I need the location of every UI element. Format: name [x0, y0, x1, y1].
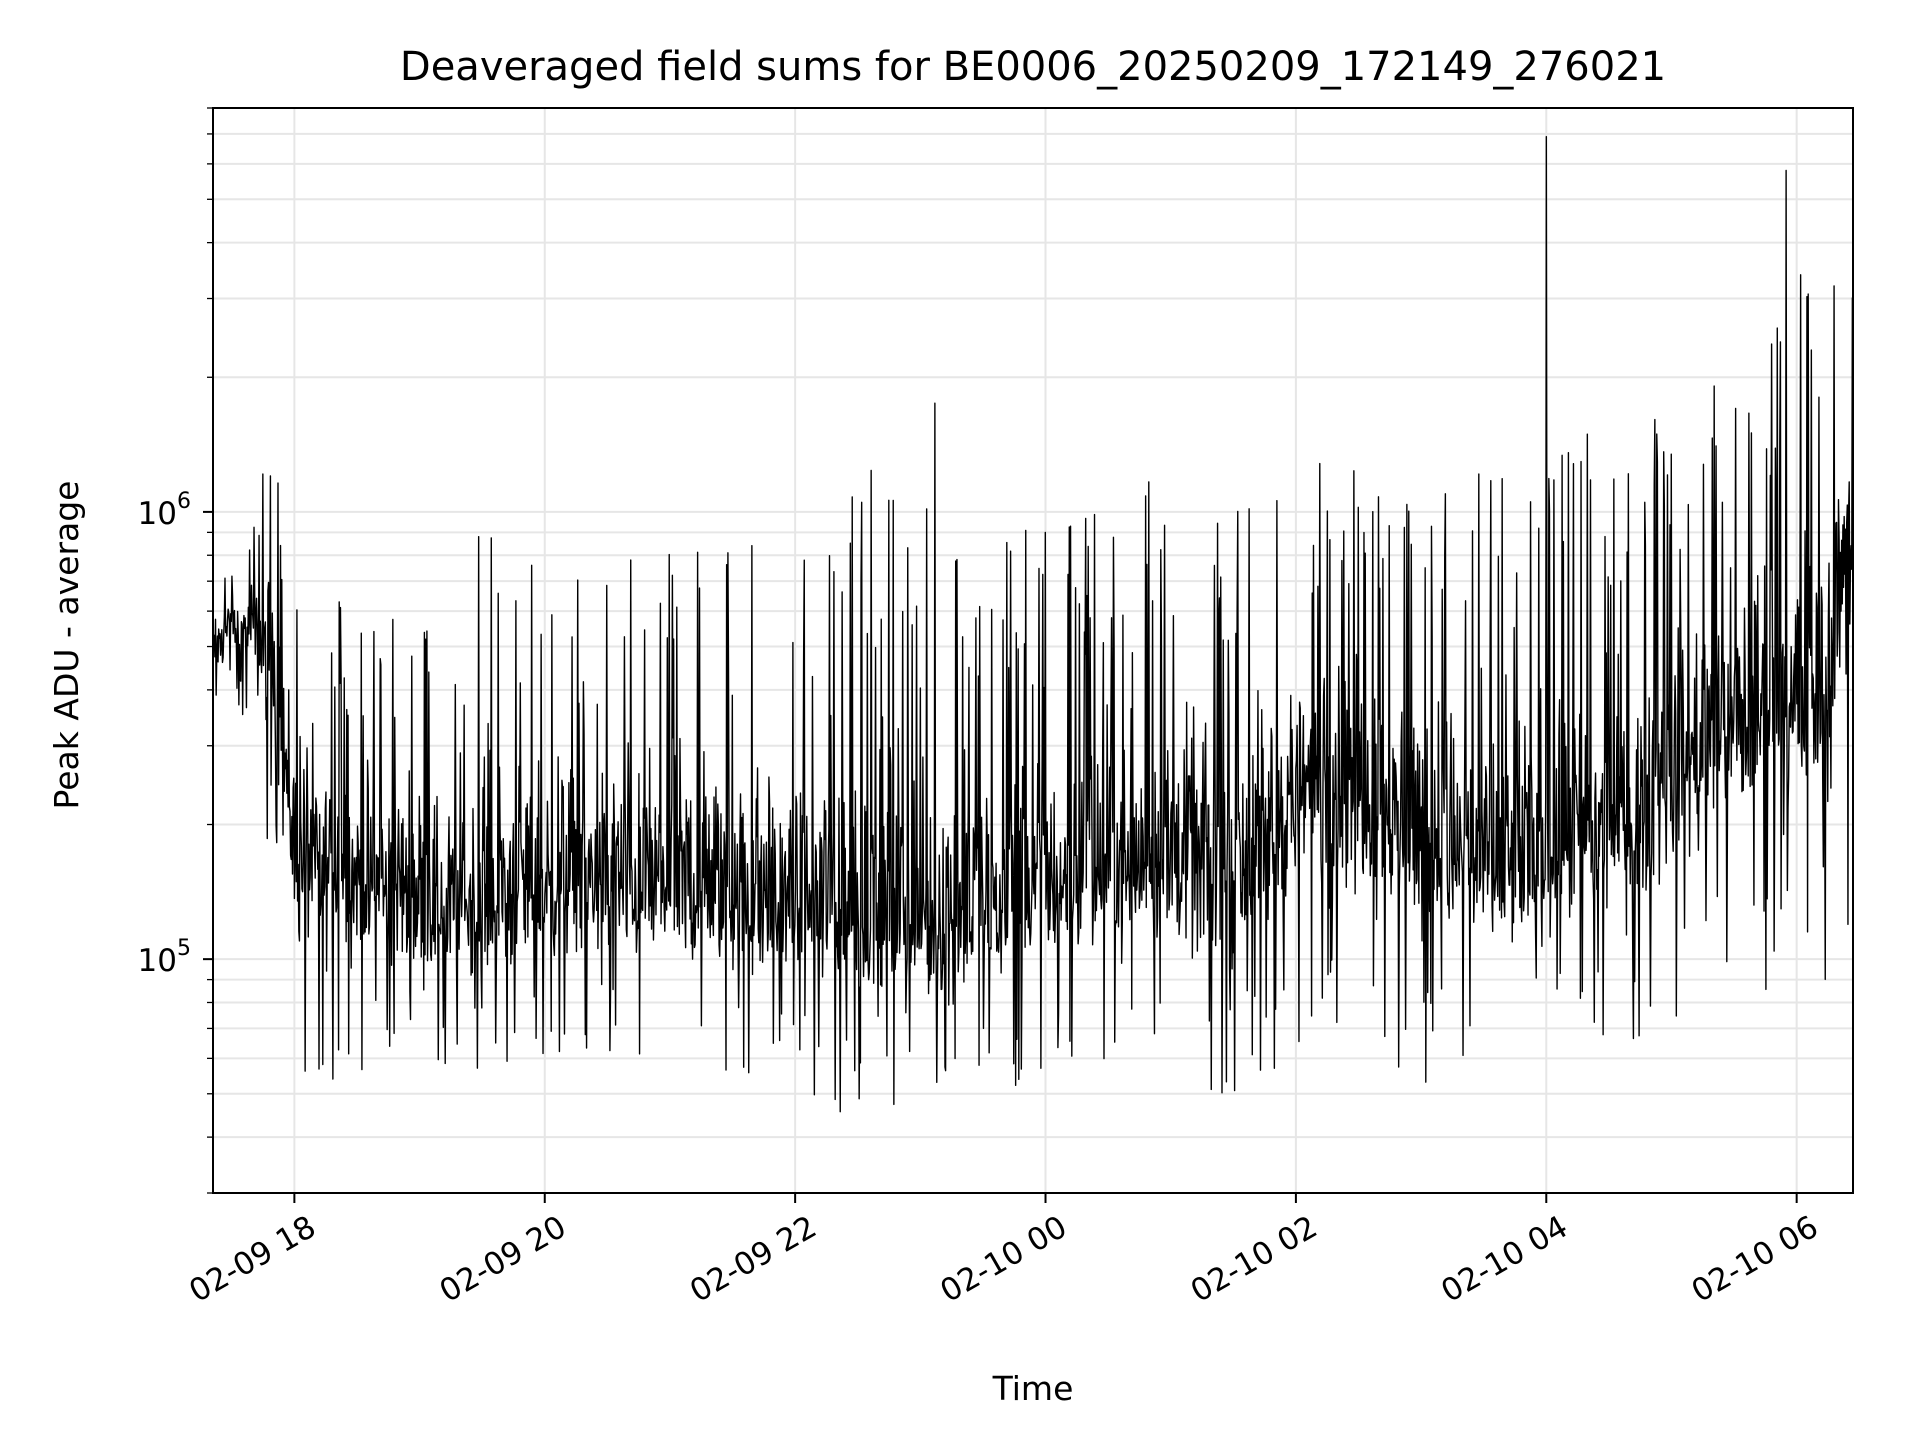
y-tick-label: 106	[138, 489, 191, 532]
series-line	[212, 136, 1854, 1113]
series	[212, 136, 1854, 1113]
y-axis-label: Peak ADU - average	[47, 481, 86, 810]
y-tick-base: 10	[138, 943, 177, 979]
grid	[213, 107, 1853, 1194]
y-tick-exponent: 6	[177, 489, 191, 514]
y-tick-label: 105	[138, 936, 191, 979]
chart-title: Deaveraged field sums for BE0006_2025020…	[400, 44, 1666, 90]
x-axis-label: Time	[992, 1369, 1074, 1408]
y-tick-exponent: 5	[177, 936, 191, 961]
y-tick-base: 10	[138, 496, 177, 532]
plot-frame	[212, 107, 1854, 1194]
